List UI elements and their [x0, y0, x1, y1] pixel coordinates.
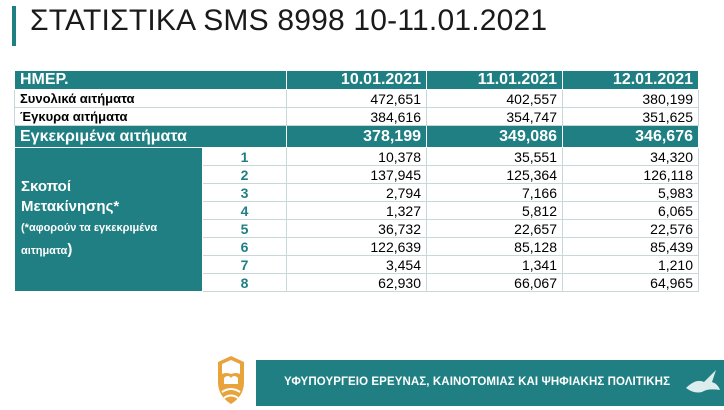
- purpose-row: 8 62,930 66,067 64,965: [15, 273, 699, 292]
- purpose-row: 7 3,454 1,341 1,210: [15, 255, 699, 274]
- cell-value: 137,945: [286, 165, 427, 184]
- cell-value: 62,930: [286, 273, 427, 292]
- cell-value: 122,639: [286, 237, 427, 256]
- purpose-note-close: ): [67, 241, 73, 258]
- approved-value: 349,086: [426, 125, 563, 148]
- header-date: 10.01.2021: [286, 70, 427, 90]
- row-label: Συνολικά αιτήματα: [14, 89, 287, 108]
- cell-value: 2,794: [286, 183, 427, 202]
- cell-value: 10,378: [286, 147, 427, 166]
- cell-value: 64,965: [562, 273, 699, 292]
- header-date: 12.01.2021: [562, 70, 699, 90]
- purpose-label-line1: Σκοποί: [21, 178, 72, 195]
- cell-value: 354,747: [426, 107, 563, 126]
- approved-value: 346,676: [562, 125, 699, 148]
- header-date: 11.01.2021: [426, 70, 563, 90]
- table-row-valid: Έγκυρα αιτήματα 384,616 354,747 351,625: [14, 107, 699, 126]
- purpose-code: 8: [202, 273, 287, 292]
- cell-value: 66,067: [426, 273, 563, 292]
- statistics-table: ΗΜΕΡ. 10.01.2021 11.01.2021 12.01.2021 Σ…: [14, 70, 699, 292]
- cell-value: 5,983: [562, 183, 699, 202]
- cell-value: 384,616: [286, 107, 427, 126]
- purpose-code: 4: [202, 201, 287, 220]
- row-label: Έγκυρα αιτήματα: [14, 107, 287, 126]
- cell-value: 6,065: [562, 201, 699, 220]
- purpose-code: 3: [202, 183, 287, 202]
- ministry-name: ΥΦΥΠΟΥΡΓΕΙΟ ΕΡΕΥΝΑΣ, ΚΑΙΝΟΤΟΜΙΑΣ ΚΑΙ ΨΗΦ…: [284, 376, 671, 388]
- cell-value: 1,327: [286, 201, 427, 220]
- cell-value: 3,454: [286, 255, 427, 274]
- footer-banner: ΥΦΥΠΟΥΡΓΕΙΟ ΕΡΕΥΝΑΣ, ΚΑΙΝΟΤΟΜΙΑΣ ΚΑΙ ΨΗΦ…: [256, 360, 724, 406]
- table-row-total: Συνολικά αιτήματα 472,651 402,557 380,19…: [14, 89, 699, 108]
- purpose-note-line2-wrap: αιτηματα): [21, 239, 196, 262]
- approved-label: Εγκεκριμένα αιτήματα: [14, 125, 287, 148]
- purpose-row: 6 122,639 85,128 85,439: [15, 237, 699, 256]
- table-header-row: ΗΜΕΡ. 10.01.2021 11.01.2021 12.01.2021: [14, 70, 699, 90]
- cell-value: 380,199: [562, 89, 699, 108]
- purpose-label-cell: Σκοποί Μετακίνησης* (*αφορούν τα εγκεκρι…: [14, 147, 203, 292]
- cell-value: 34,320: [562, 147, 699, 166]
- purpose-code: 7: [202, 255, 287, 274]
- cell-value: 85,128: [426, 237, 563, 256]
- cell-value: 85,439: [562, 237, 699, 256]
- purpose-code: 2: [202, 165, 287, 184]
- purpose-row: Σκοποί Μετακίνησης* (*αφορούν τα εγκεκρι…: [14, 147, 699, 292]
- cell-value: 35,551: [426, 147, 563, 166]
- cell-value: 1,210: [562, 255, 699, 274]
- cell-value: 126,118: [562, 165, 699, 184]
- dove-icon: [686, 370, 720, 393]
- purpose-code: 1: [202, 147, 287, 166]
- cell-value: 1,341: [426, 255, 563, 274]
- cell-value: 402,557: [426, 89, 563, 108]
- cell-value: 36,732: [286, 219, 427, 238]
- purpose-note-line2: αιτηματα: [21, 245, 68, 257]
- table-row-approved: Εγκεκριμένα αιτήματα 378,199 349,086 346…: [14, 125, 699, 148]
- purpose-code: 6: [202, 237, 287, 256]
- cell-value: 351,625: [562, 107, 699, 126]
- page-title: ΣΤΑΤΙΣΤΙΚΑ SMS 8998 10-11.01.2021: [30, 4, 548, 37]
- cell-value: 5,812: [426, 201, 563, 220]
- cell-value: 22,576: [562, 219, 699, 238]
- purpose-label-line2: Μετακίνησης*: [21, 198, 120, 215]
- cell-value: 7,166: [426, 183, 563, 202]
- purpose-note-line1: (*αφορούν τα εγκεκριμένα: [21, 222, 158, 234]
- cell-value: 125,364: [426, 165, 563, 184]
- header-label: ΗΜΕΡ.: [14, 70, 287, 90]
- cell-value: 472,651: [286, 89, 427, 108]
- cyprus-emblem-icon: [218, 356, 244, 404]
- cell-value: 22,657: [426, 219, 563, 238]
- approved-value: 378,199: [286, 125, 427, 148]
- title-accent-bar: [12, 6, 16, 46]
- purpose-code: 5: [202, 219, 287, 238]
